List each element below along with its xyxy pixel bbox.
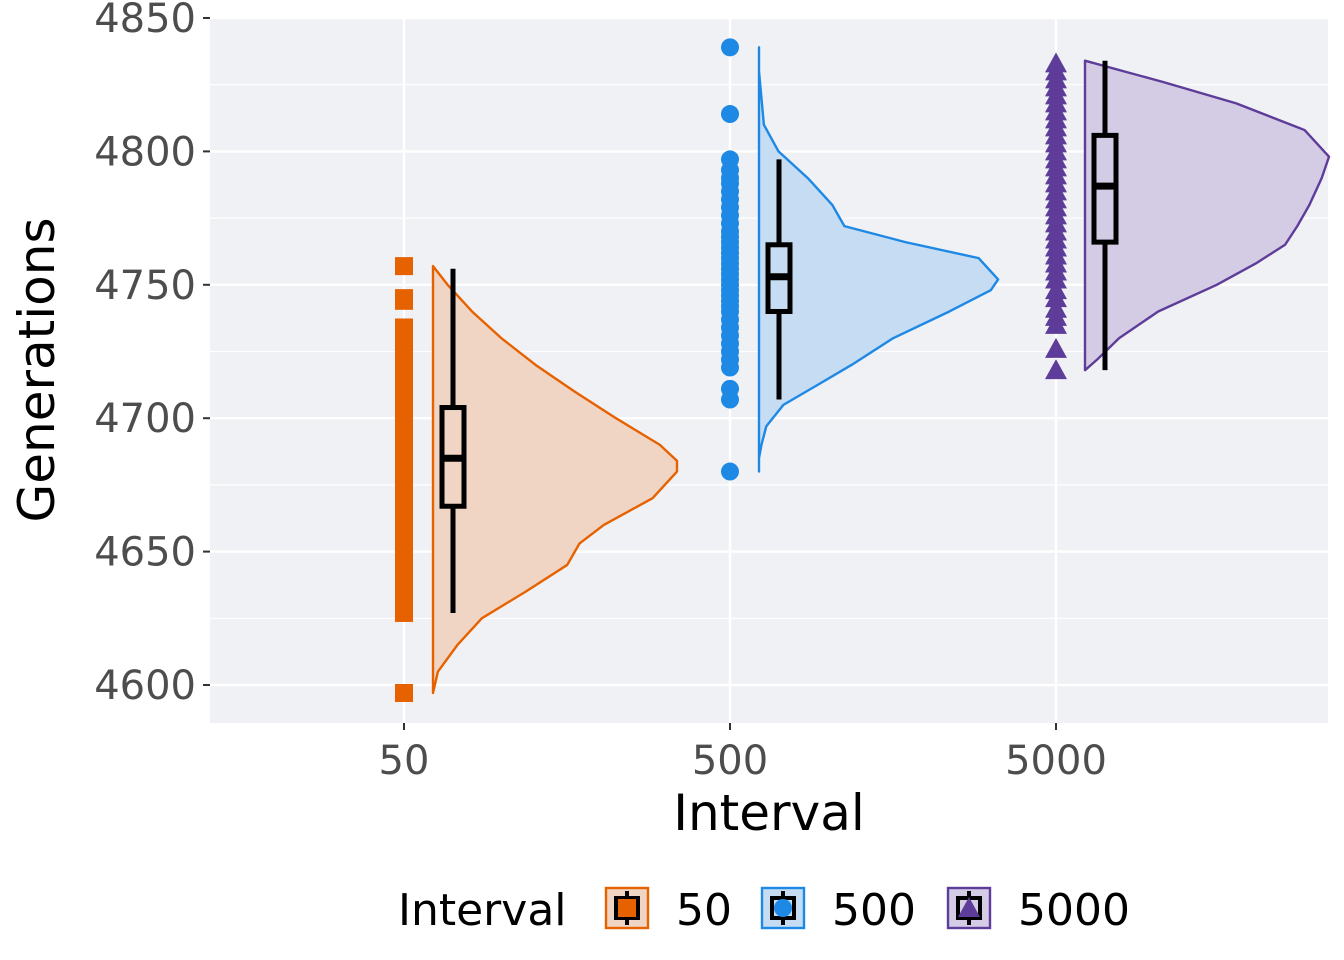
y-tick-label: 4750 [94, 263, 196, 309]
point-square [395, 334, 413, 353]
point-square [395, 318, 413, 337]
point-circle [721, 462, 739, 481]
legend-triangle-icon [958, 897, 980, 917]
clouds [431, 46, 1331, 695]
y-tick-label: 4600 [94, 663, 196, 709]
legend-label-50: 50 [676, 885, 732, 936]
legend: Interval 50 500 5000 [398, 885, 1130, 936]
legend-title: Interval [398, 885, 567, 936]
density-cloud-50 [431, 264, 679, 695]
x-tick-label: 50 [379, 738, 430, 784]
point-triangle [1045, 337, 1067, 358]
point-triangle [1045, 279, 1067, 300]
point-circle [721, 150, 739, 169]
legend-label-5000: 5000 [1018, 885, 1130, 936]
point-circle [721, 379, 739, 398]
point-square [395, 289, 413, 308]
y-axis-title: Generations [8, 218, 66, 523]
point-square [395, 684, 413, 703]
point-triangle [1045, 359, 1067, 380]
point-square [395, 257, 413, 276]
point-triangle [1045, 297, 1067, 318]
y-tick-label: 4700 [94, 396, 196, 442]
boxplots [439, 60, 1119, 613]
x-axis: 50 500 5000 [379, 723, 1107, 784]
point-circle [721, 105, 739, 124]
raw-points [395, 38, 1067, 703]
x-tick-label: 500 [692, 738, 768, 784]
legend-label-500: 500 [832, 885, 916, 936]
density-cloud-500 [757, 46, 1000, 473]
y-tick-label: 4650 [94, 530, 196, 576]
density-cloud-5000 [1083, 59, 1331, 372]
y-axis: 4600 4650 4700 4750 4800 4850 [94, 0, 210, 709]
point-triangle [1045, 52, 1067, 73]
legend-square-icon [618, 899, 636, 917]
point-circle [721, 38, 739, 57]
legend-circle-icon [774, 899, 792, 917]
x-tick-label: 5000 [1005, 738, 1107, 784]
y-tick-label: 4800 [94, 129, 196, 175]
x-axis-title: Interval [673, 784, 864, 842]
y-tick-label: 4850 [94, 0, 196, 42]
